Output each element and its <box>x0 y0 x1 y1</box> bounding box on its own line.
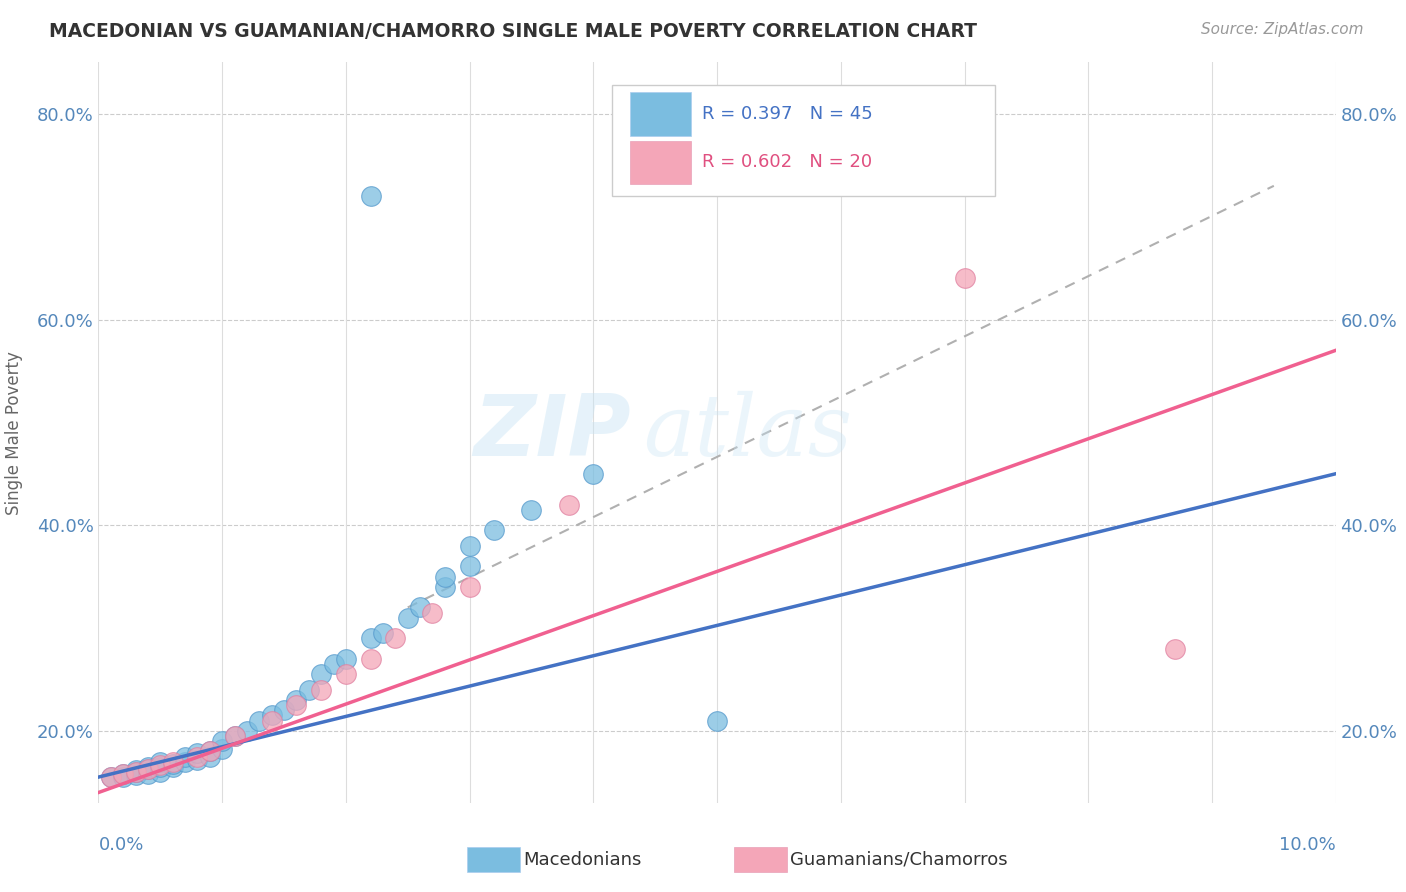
Point <box>371 626 394 640</box>
Text: Source: ZipAtlas.com: Source: ZipAtlas.com <box>1201 22 1364 37</box>
Point <box>335 667 357 681</box>
Point <box>396 611 419 625</box>
Point <box>409 600 432 615</box>
Point <box>198 744 221 758</box>
Text: Macedonians: Macedonians <box>523 851 641 869</box>
Point <box>309 667 332 681</box>
Text: Guamanians/Chamorros: Guamanians/Chamorros <box>790 851 1008 869</box>
Point <box>136 767 159 781</box>
Point <box>520 502 543 516</box>
Point <box>224 729 246 743</box>
Point <box>186 749 208 764</box>
Text: ZIP: ZIP <box>472 391 630 475</box>
Point <box>582 467 605 481</box>
Point <box>136 760 159 774</box>
Point <box>136 762 159 776</box>
Point <box>124 768 146 782</box>
Point <box>162 756 184 771</box>
Point <box>422 606 444 620</box>
Text: MACEDONIAN VS GUAMANIAN/CHAMORRO SINGLE MALE POVERTY CORRELATION CHART: MACEDONIAN VS GUAMANIAN/CHAMORRO SINGLE … <box>49 22 977 41</box>
Point <box>149 760 172 774</box>
Point <box>224 729 246 743</box>
Point <box>149 755 172 769</box>
Point <box>706 714 728 728</box>
Point <box>260 708 283 723</box>
Point <box>100 770 122 784</box>
Point <box>136 762 159 776</box>
Text: 10.0%: 10.0% <box>1279 836 1336 855</box>
Point <box>335 652 357 666</box>
Point <box>162 760 184 774</box>
Point <box>484 524 506 538</box>
Point <box>247 714 270 728</box>
Point <box>384 632 406 646</box>
Point <box>124 763 146 777</box>
Point <box>149 764 172 779</box>
Point <box>360 652 382 666</box>
Point <box>273 703 295 717</box>
Point <box>198 744 221 758</box>
Point <box>174 755 197 769</box>
Point <box>211 734 233 748</box>
Point <box>112 770 135 784</box>
Point <box>298 682 321 697</box>
Y-axis label: Single Male Poverty: Single Male Poverty <box>4 351 22 515</box>
Point <box>124 764 146 779</box>
Text: 0.0%: 0.0% <box>98 836 143 855</box>
Point <box>433 569 456 583</box>
Point <box>112 767 135 781</box>
Point <box>953 271 976 285</box>
Point <box>174 749 197 764</box>
Point <box>557 498 579 512</box>
FancyBboxPatch shape <box>630 141 692 185</box>
Text: atlas: atlas <box>643 392 852 474</box>
FancyBboxPatch shape <box>630 93 692 136</box>
Point <box>112 767 135 781</box>
Point <box>236 723 259 738</box>
Point <box>260 714 283 728</box>
Point <box>1164 641 1187 656</box>
Point <box>186 747 208 761</box>
Point <box>360 189 382 203</box>
Point <box>458 539 481 553</box>
Point <box>433 580 456 594</box>
Point <box>360 632 382 646</box>
FancyBboxPatch shape <box>612 85 995 195</box>
Point <box>211 742 233 756</box>
Point <box>198 749 221 764</box>
Text: R = 0.397   N = 45: R = 0.397 N = 45 <box>702 105 873 123</box>
Point <box>322 657 344 671</box>
Point <box>124 764 146 779</box>
Point <box>458 559 481 574</box>
Point <box>285 693 308 707</box>
Text: R = 0.602   N = 20: R = 0.602 N = 20 <box>702 153 872 171</box>
Point <box>162 755 184 769</box>
Point <box>186 753 208 767</box>
Point <box>149 757 172 772</box>
Point <box>100 770 122 784</box>
Point <box>285 698 308 712</box>
Point <box>309 682 332 697</box>
Point <box>458 580 481 594</box>
